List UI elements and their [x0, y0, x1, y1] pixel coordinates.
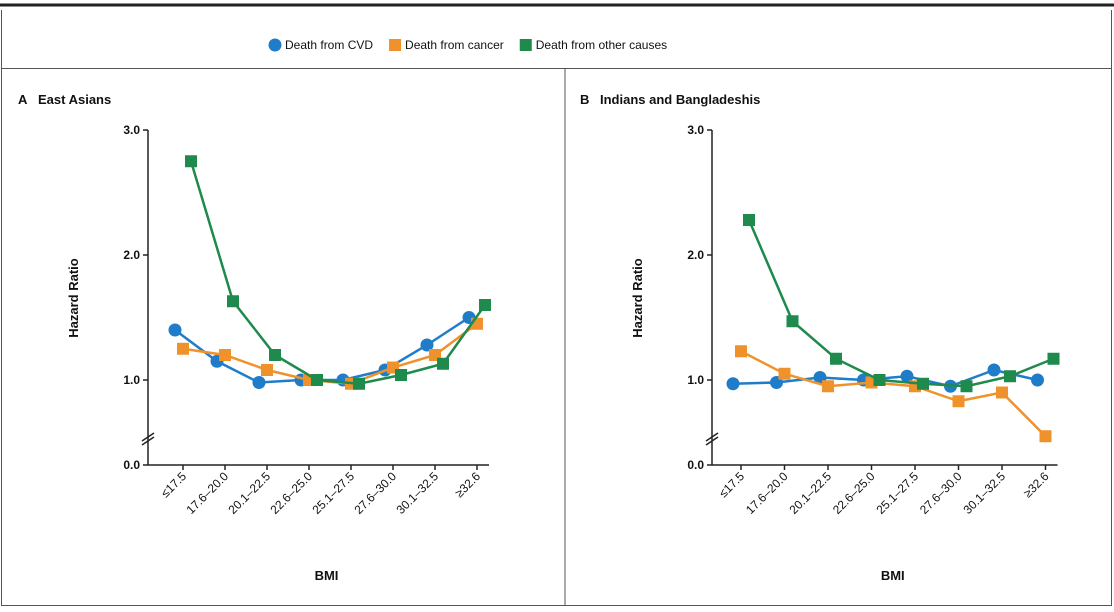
- y-axis-label: Hazard Ratio: [630, 258, 645, 338]
- x-tick-label: 17.6–20.0: [183, 469, 231, 517]
- data-point: [830, 352, 842, 365]
- x-tick-label: 30.1–32.5: [393, 469, 441, 517]
- data-point: [437, 357, 449, 370]
- data-point: [395, 369, 407, 381]
- y-axis-label: Hazard Ratio: [66, 258, 81, 338]
- x-tick-label: 22.6–25.0: [830, 469, 878, 517]
- y-tick-label: 3.0: [687, 123, 704, 137]
- panel-letter: A: [18, 92, 28, 107]
- data-point: [479, 299, 491, 311]
- x-tick-label: ≥32.6: [452, 469, 483, 500]
- data-point: [960, 380, 973, 393]
- series-line: [740, 350, 1047, 438]
- axis-break: [705, 436, 719, 446]
- data-point: [900, 369, 914, 383]
- data-point: [822, 380, 834, 393]
- y-tick-label: 3.0: [123, 123, 140, 137]
- data-point: [1004, 370, 1016, 383]
- data-point: [1047, 352, 1060, 365]
- series-line: [747, 219, 1054, 388]
- legend-label: Death from CVD: [285, 38, 373, 52]
- data-point: [778, 367, 791, 380]
- data-point: [917, 377, 929, 390]
- y-tick-label: 1.0: [123, 373, 140, 387]
- legend-label: Death from cancer: [405, 38, 504, 52]
- x-tick-label: 27.6–30.0: [917, 469, 965, 517]
- axis-break: [141, 432, 155, 442]
- y-tick-label: 2.0: [123, 248, 140, 262]
- x-axis-label: BMI: [881, 568, 905, 583]
- x-tick-label: 20.1–22.5: [786, 469, 834, 517]
- x-tick-label: ≤17.5: [158, 469, 189, 500]
- data-point: [252, 376, 266, 389]
- data-point: [726, 377, 740, 391]
- y-tick-label: 2.0: [687, 248, 704, 262]
- data-point: [227, 295, 239, 308]
- x-tick-label: 17.6–20.0: [743, 469, 791, 517]
- panel-title: Indians and Bangladeshis: [600, 92, 760, 107]
- data-point: [168, 323, 182, 337]
- legend-marker: [268, 38, 282, 52]
- data-point: [1039, 430, 1052, 443]
- x-tick-label: 25.1–27.5: [873, 469, 921, 517]
- x-tick-label: 25.1–27.5: [309, 469, 357, 517]
- x-tick-label: 20.1–22.5: [225, 469, 273, 517]
- axis-break: [705, 432, 719, 442]
- y-tick-label: 1.0: [687, 373, 704, 387]
- data-point: [952, 395, 965, 408]
- data-point: [420, 338, 434, 352]
- y-tick-label: 0.0: [123, 458, 140, 472]
- y-tick-label: 0.0: [687, 458, 704, 472]
- data-point: [987, 363, 1001, 377]
- panel-letter: B: [580, 92, 589, 107]
- legend-marker: [389, 39, 402, 51]
- data-point: [219, 349, 231, 361]
- x-tick-label: ≤17.5: [716, 469, 747, 500]
- data-point: [1031, 373, 1044, 387]
- data-point: [185, 155, 197, 168]
- panel-title: East Asians: [38, 92, 111, 107]
- data-point: [311, 374, 323, 386]
- series-line: [189, 160, 487, 386]
- data-point: [786, 315, 799, 328]
- data-point: [177, 342, 189, 355]
- data-point: [743, 214, 755, 226]
- data-point: [261, 364, 273, 376]
- frame: [1, 68, 1112, 606]
- data-point: [269, 349, 281, 361]
- x-tick-label: 30.1–32.5: [960, 469, 1008, 517]
- data-point: [353, 377, 365, 390]
- legend-marker: [519, 39, 532, 51]
- data-point: [873, 374, 886, 386]
- data-point: [735, 345, 747, 358]
- data-point: [996, 386, 1008, 399]
- x-tick-label: 22.6–25.0: [267, 469, 315, 517]
- x-axis-label: BMI: [315, 568, 339, 583]
- axis-break: [141, 436, 155, 446]
- legend-label: Death from other causes: [536, 38, 667, 52]
- x-tick-label: ≥32.6: [1021, 469, 1052, 500]
- x-tick-label: 27.6–30.0: [351, 469, 399, 517]
